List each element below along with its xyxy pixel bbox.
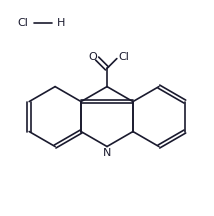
Text: Cl: Cl [17, 19, 28, 29]
Text: N: N [103, 148, 111, 158]
Text: H: H [57, 19, 65, 29]
Text: Cl: Cl [119, 52, 129, 62]
Text: O: O [88, 52, 97, 62]
